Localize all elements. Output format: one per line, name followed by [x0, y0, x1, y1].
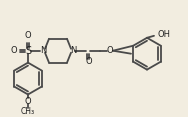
- Text: CH₃: CH₃: [21, 107, 35, 116]
- Text: N: N: [40, 46, 46, 55]
- Text: OH: OH: [157, 30, 170, 39]
- Text: O: O: [25, 97, 31, 106]
- Text: O: O: [86, 57, 92, 66]
- Text: O: O: [107, 46, 113, 55]
- Text: N: N: [70, 46, 76, 55]
- Text: S: S: [25, 46, 31, 56]
- Text: O: O: [10, 46, 17, 55]
- Text: O: O: [25, 31, 31, 40]
